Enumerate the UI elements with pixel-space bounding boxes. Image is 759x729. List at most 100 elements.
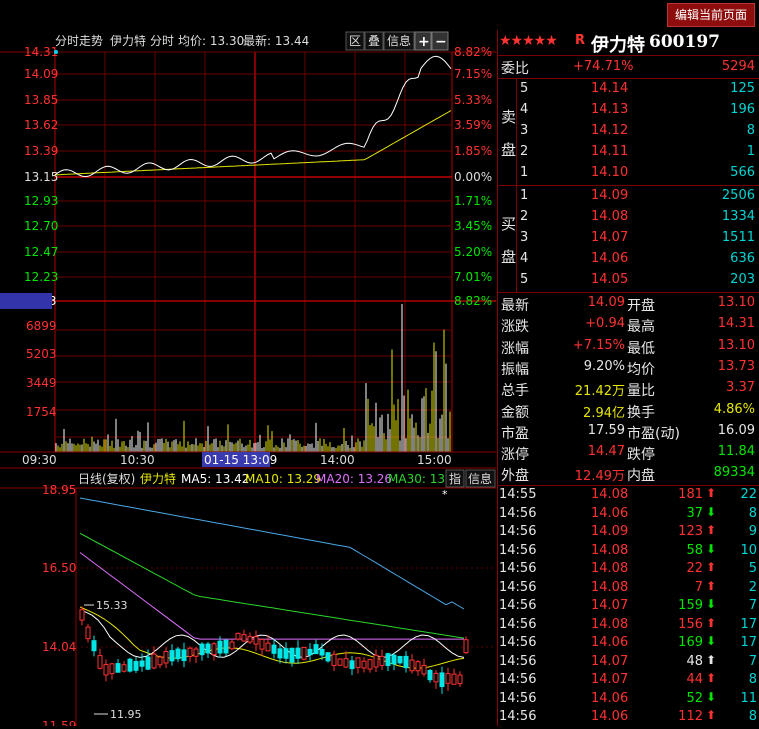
sell-row: 2 14.11 1 — [497, 142, 759, 163]
ma20-line — [79, 552, 464, 640]
tick-volume: 7 — [694, 579, 703, 595]
stat-value: 14.09 — [587, 295, 625, 310]
intraday-mode: 分时 — [150, 34, 174, 48]
ma5-line — [79, 609, 465, 658]
ma30-line — [79, 532, 465, 639]
volume-tick: 6899 — [26, 319, 57, 333]
rating-stars: ★★★★★ — [499, 33, 558, 49]
candle-body — [439, 672, 445, 688]
candle-body — [157, 656, 163, 666]
candle-body — [115, 663, 121, 673]
tick-time: 14:56 — [499, 672, 537, 687]
kline-price-axis: 18.95 16.50 14.04 11.59 — [42, 483, 76, 729]
candle-body — [445, 673, 451, 684]
candle-body — [289, 647, 295, 663]
kline-ma-lines — [79, 497, 465, 669]
stat-value: +7.15% — [572, 337, 625, 353]
stat-label: 均价 — [627, 361, 655, 378]
ma5-label: MA5: 13.42 — [181, 472, 249, 486]
indicator-button-label: 指 — [449, 471, 461, 486]
stat-label: 涨幅 — [501, 340, 529, 357]
sell-book: 卖 盘 5 14.14 125 4 14.13 196 3 14.12 8 2 14.11 1 1 14.… — [497, 79, 759, 185]
sell-volume: 8 — [746, 123, 755, 138]
candle-body — [451, 673, 457, 685]
stat-label: 最高 — [627, 319, 655, 336]
sell-price: 14.10 — [591, 165, 629, 180]
tick-price: 14.07 — [591, 672, 629, 687]
candle-body — [241, 634, 247, 642]
up-arrow-icon: ⬆ — [706, 671, 717, 685]
sell-row: 3 14.12 8 — [497, 121, 759, 142]
candle-body — [421, 664, 427, 675]
tick-price: 14.09 — [591, 524, 629, 539]
stat-label: 最新 — [501, 298, 529, 314]
ma10-label: MA10: 13.29 — [245, 472, 321, 486]
sell-volume: 125 — [730, 81, 755, 96]
panel-border — [497, 30, 498, 726]
stat-value: 9.20% — [583, 358, 625, 374]
tick-count: 17 — [740, 635, 757, 650]
down-arrow-icon: ⬇ — [706, 634, 717, 648]
volume-bars — [55, 304, 451, 452]
buy-volume: 1511 — [721, 230, 755, 245]
price-tick: 12.47 — [24, 245, 58, 259]
candle-body — [403, 655, 409, 669]
range-button-label: 区 — [349, 34, 361, 48]
down-arrow-icon: ⬇ — [706, 541, 717, 556]
zoom-out-icon: − — [435, 34, 447, 50]
kline-stock: 伊力特 — [140, 471, 176, 486]
kline-title: 日线(复权) — [78, 472, 135, 486]
high-mark: 15.33 — [96, 599, 128, 612]
kline-info-button[interactable] — [465, 469, 496, 488]
stats-row: 最新 14.09 开盘 13.10 — [497, 293, 759, 314]
buy-level: 4 — [520, 251, 529, 266]
candle-body — [397, 655, 403, 664]
candle-body — [121, 664, 127, 672]
buy-row: 3 14.07 1511 — [497, 228, 759, 249]
stat-label: 开盘 — [627, 298, 655, 314]
weibi-pct: +74.71% — [573, 59, 634, 74]
edit-page-button[interactable]: 编辑当前页面 — [666, 3, 755, 27]
up-arrow-icon: ⬆ — [706, 652, 717, 667]
stat-label: 振幅 — [501, 361, 529, 378]
buy-price: 14.09 — [591, 188, 629, 203]
candle-body — [127, 658, 133, 672]
zoom-in-button[interactable] — [414, 31, 432, 51]
tick-count: 2 — [748, 579, 757, 595]
candle-body — [217, 640, 223, 654]
candle-body — [313, 644, 319, 655]
tick-count: 7 — [748, 653, 757, 669]
candle-body — [319, 648, 325, 656]
candle-body — [391, 654, 397, 665]
sell-label-2: 盘 — [501, 141, 517, 159]
candle-body — [355, 657, 361, 668]
indicator-button[interactable] — [445, 469, 465, 488]
time-tick: 14:00 — [320, 453, 355, 467]
candle-body — [151, 653, 157, 669]
stat-value: 14.31 — [717, 316, 755, 332]
candle-body — [457, 674, 463, 685]
buy-label-1: 买 — [501, 215, 517, 233]
stat-label: 跌停 — [627, 447, 655, 464]
up-arrow-icon: ⬆ — [706, 560, 717, 574]
tick-volume: 169 — [678, 635, 703, 650]
overlay-button-label: 叠 — [368, 34, 380, 48]
candle-body — [205, 643, 211, 654]
price-tick: 13.85 — [24, 93, 58, 107]
price-tick: 12.70 — [24, 219, 58, 233]
intraday-stock: 伊力特 — [110, 33, 146, 48]
range-button[interactable] — [345, 31, 365, 51]
zoom-out-button[interactable] — [431, 31, 449, 51]
buy-level: 3 — [520, 230, 529, 245]
info-button[interactable] — [383, 31, 415, 51]
pct-tick: 0.00% — [454, 170, 492, 184]
tick-row: 14:56 14.06 169 ⬇ 17 — [497, 634, 759, 652]
overlay-button[interactable] — [364, 31, 384, 51]
down-arrow-icon: ⬇ — [706, 504, 717, 519]
candle-body — [235, 632, 241, 640]
tick-volume: 22 — [686, 561, 703, 576]
price-tick: 13.62 — [24, 118, 58, 132]
tick-time: 14:56 — [499, 635, 537, 650]
stats-row: 涨停 14.47 跌停 11.84 — [497, 442, 759, 463]
intraday-grid — [0, 51, 496, 452]
